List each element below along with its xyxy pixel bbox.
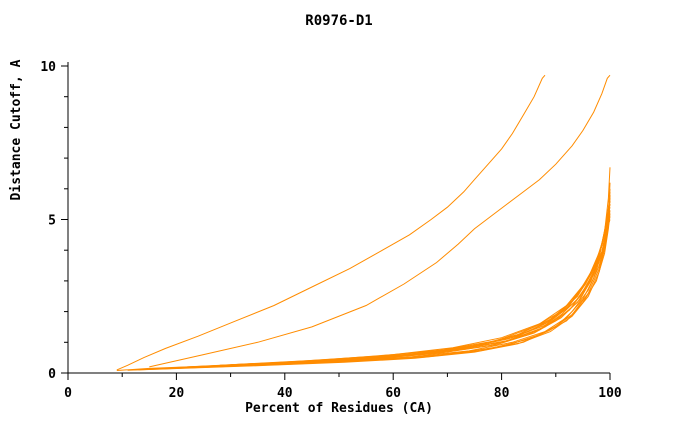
series-line-12 (138, 194, 611, 371)
series-line-15 (127, 213, 611, 371)
x-tick-label: 60 (385, 386, 401, 401)
x-tick-label: 80 (494, 386, 510, 401)
series-line-3 (170, 167, 611, 369)
series-lines (116, 74, 611, 371)
y-tick-label: 10 (40, 60, 56, 75)
x-tick-label: 0 (64, 386, 72, 401)
axis-ticks: 0 20 40 60 80 100 0 5 10 (40, 60, 622, 401)
series-line-4 (116, 210, 611, 371)
y-tick-label: 5 (48, 214, 56, 229)
series-line-5 (132, 219, 611, 371)
series-line-18 (192, 188, 611, 368)
series-line-7 (165, 201, 611, 369)
x-tick-label: 40 (277, 386, 293, 401)
x-tick-label: 100 (598, 386, 622, 401)
series-line-9 (154, 216, 611, 370)
series-line-8 (176, 197, 611, 368)
series-line-16 (257, 204, 611, 365)
y-axis-label: Distance Cutoff, A (9, 59, 24, 200)
x-tick-label: 20 (169, 386, 185, 401)
y-tick-label: 0 (48, 367, 56, 382)
series-line-2 (149, 74, 611, 368)
series-line-13 (219, 201, 611, 366)
series-line-1 (116, 74, 546, 371)
series-line-11 (203, 207, 611, 367)
x-axis-label: Percent of Residues (CA) (245, 401, 433, 416)
series-line-6 (149, 191, 611, 370)
series-line-10 (187, 204, 611, 368)
axes (67, 62, 610, 374)
series-line-14 (230, 194, 611, 366)
chart-title: R0976-D1 (305, 13, 372, 29)
series-line-17 (160, 182, 611, 370)
